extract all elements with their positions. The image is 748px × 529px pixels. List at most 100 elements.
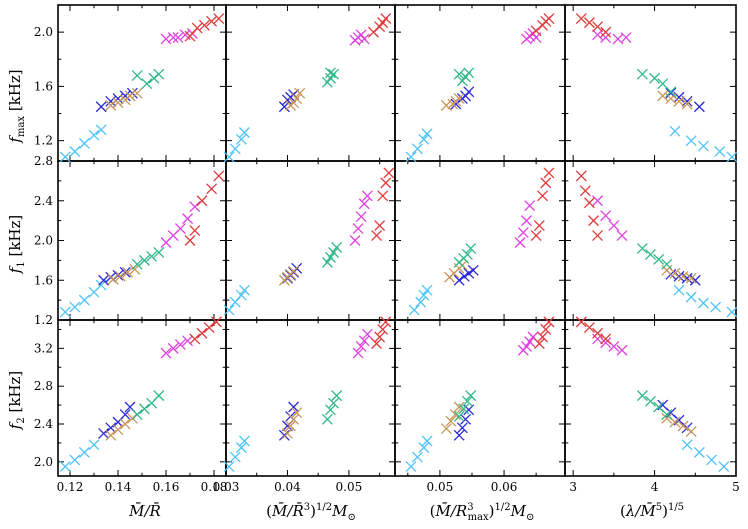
data-point-teal [453,68,465,80]
data-point-teal [462,248,473,260]
panel-r1-c1 [225,160,396,321]
data-point-tan [105,429,117,441]
y-tick-label: 2.8 [34,154,53,168]
data-point-red [377,190,389,202]
x-tick-label: 0.03 [213,480,240,494]
data-point-magenta [600,210,612,222]
data-point-tan [661,412,673,424]
data-point-red [380,177,392,189]
points-r1-c3 [575,170,738,318]
data-point-magenta [174,339,186,351]
data-point-tan [445,415,457,427]
data-point-cyan [229,451,241,463]
data-point-tan [673,95,685,107]
data-point-cyan [69,146,81,157]
x-tick-label: 0.05 [336,480,363,494]
data-point-teal [462,395,473,407]
data-point-cyan [697,140,709,152]
data-point-red [543,13,555,25]
axis-labels: fmax [kHz] f1 [kHz] f2 [kHz] M̄/R̄ (M̄/R… [6,69,684,523]
data-point-tan [291,407,303,419]
data-point-red [579,185,591,197]
data-point-teal [636,390,648,402]
y-tick-label: 1.6 [34,79,53,93]
data-point-cyan [223,151,235,163]
data-point-cyan [714,146,726,157]
data-point-red [588,215,599,227]
points-r2-c2 [405,316,555,473]
panel-frame [394,160,566,321]
data-point-magenta [355,341,367,352]
data-point-teal [665,86,677,98]
data-point-magenta [358,198,370,210]
panel-frame [564,319,737,477]
data-point-red [533,338,545,350]
data-point-tan [114,270,126,282]
data-point-magenta [355,211,367,223]
points-r0-c0 [59,13,225,163]
data-point-cyan [418,289,430,301]
data-point-magenta [160,33,172,45]
ylabel-row-1: f1 [kHz] [6,215,27,274]
data-point-magenta [361,328,373,340]
data-point-tan [685,272,697,284]
data-point-magenta [620,32,632,44]
data-point-magenta [592,195,604,207]
data-point-teal [325,251,336,263]
points-r1-c1 [223,167,395,316]
data-point-blue [98,274,110,286]
data-point-cyan [673,284,685,296]
data-point-tan [126,412,138,424]
data-point-red [371,230,383,241]
data-point-tan [107,273,119,285]
data-point-teal [328,397,340,409]
data-point-red [203,322,215,334]
panel-r2-c3: 3 4 5 [564,319,740,494]
data-point-tan [294,87,306,99]
data-point-tan [291,93,303,105]
data-point-red [600,333,612,345]
panel-r1-c3 [564,160,737,321]
points-r2-c3 [575,316,730,473]
x-tick-label: 0.12 [57,480,84,494]
data-point-magenta [361,190,373,202]
data-point-magenta [600,337,612,349]
data-point-tan [685,426,697,438]
data-point-cyan [681,439,693,451]
data-point-tan [669,267,681,279]
panel-r1-c0: 1.2 1.6 2.0 2.4 2.8 [34,154,227,327]
y-tick-label: 1.2 [34,313,53,327]
data-point-teal [463,67,475,79]
data-point-magenta [167,32,179,44]
data-point-cyan [408,304,420,316]
data-point-magenta [182,213,194,225]
data-point-blue [456,422,468,434]
data-point-red [540,177,552,189]
y-tick-label: 2.0 [34,455,53,469]
data-point-magenta [592,29,604,41]
data-point-cyan [59,306,71,318]
data-point-tan [112,424,124,436]
data-point-cyan [238,127,250,138]
data-point-teal [131,70,143,81]
data-point-magenta [608,220,620,232]
data-point-cyan [726,151,738,163]
panel-frame [225,319,396,477]
data-point-blue [119,409,131,421]
ylabel-row-0: fmax [kHz] [6,69,27,143]
panel-r2-c1: 0.03 0.04 0.05 [213,319,396,494]
data-point-cyan [697,297,709,309]
data-point-red [530,25,542,37]
data-point-blue [288,401,300,413]
data-point-red [575,170,587,182]
data-point-cyan [421,435,433,447]
data-point-tan [677,420,689,432]
data-point-magenta [592,333,604,345]
data-point-cyan [418,442,430,454]
data-point-magenta [600,32,612,44]
xlabel-col-2: (M̄/R3 max)1/2M⊙ [430,502,535,523]
data-point-cyan [685,291,697,303]
data-point-magenta [521,341,532,352]
data-point-teal [661,409,673,421]
data-point-cyan [669,125,681,137]
